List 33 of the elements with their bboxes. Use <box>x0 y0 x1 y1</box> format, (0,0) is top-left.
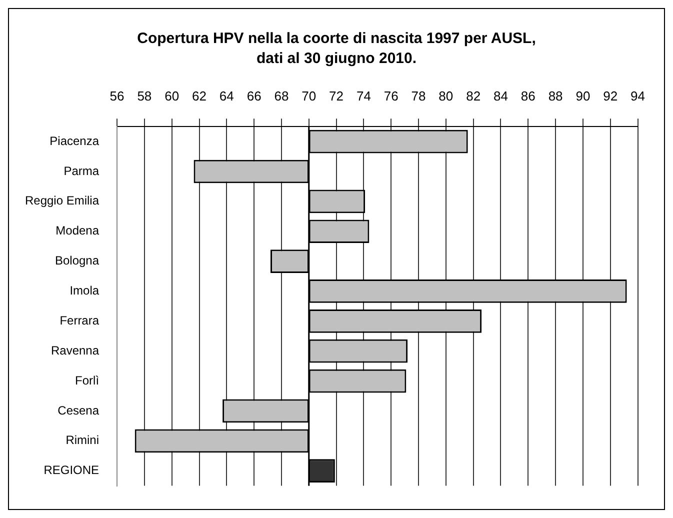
x-tick-label: 76 <box>384 88 398 104</box>
y-tick-label: Ferrara <box>60 313 100 328</box>
x-tick-label: 72 <box>329 88 344 104</box>
x-tick-label: 66 <box>246 88 262 104</box>
x-tick-label: 82 <box>466 88 481 104</box>
y-tick-label: Modena <box>56 224 100 238</box>
y-tick-label: Bologna <box>54 254 100 268</box>
x-tick-label: 74 <box>356 88 371 104</box>
y-tick-label: Imola <box>70 284 100 298</box>
x-tick-label: 64 <box>219 88 234 104</box>
x-tick-label: 92 <box>603 88 618 104</box>
x-tick-label: 58 <box>137 88 152 104</box>
y-tick-label: Parma <box>64 164 100 178</box>
x-tick-label: 60 <box>164 88 180 104</box>
y-tick-label: Ravenna <box>50 343 100 358</box>
y-tick-label: Piacenza <box>50 134 100 148</box>
x-tick-label: 80 <box>438 88 454 104</box>
x-tick-label: 68 <box>274 88 289 104</box>
y-tick-label: Forlì <box>75 373 100 388</box>
x-tick-label: 88 <box>548 88 563 104</box>
x-tick-label: 86 <box>520 88 536 104</box>
x-tick-label: 90 <box>576 88 590 104</box>
x-tick-label: 70 <box>302 88 316 104</box>
x-tick-label: 94 <box>630 88 646 104</box>
y-tick-label: Reggio Emilia <box>24 194 100 208</box>
x-tick-label: 84 <box>494 88 508 104</box>
y-tick-label: Cesena <box>58 403 100 418</box>
y-tick-label: REGIONE <box>44 463 100 478</box>
x-tick-label: 56 <box>110 88 124 104</box>
x-tick-label: 78 <box>411 88 426 104</box>
chart-title: Copertura HPV nella la coorte di nascita 1997 per AUSL, dati al 30 giugno 2010. <box>136 29 536 69</box>
y-tick-label: Rimini <box>66 433 100 448</box>
x-tick-label: 62 <box>192 88 206 104</box>
